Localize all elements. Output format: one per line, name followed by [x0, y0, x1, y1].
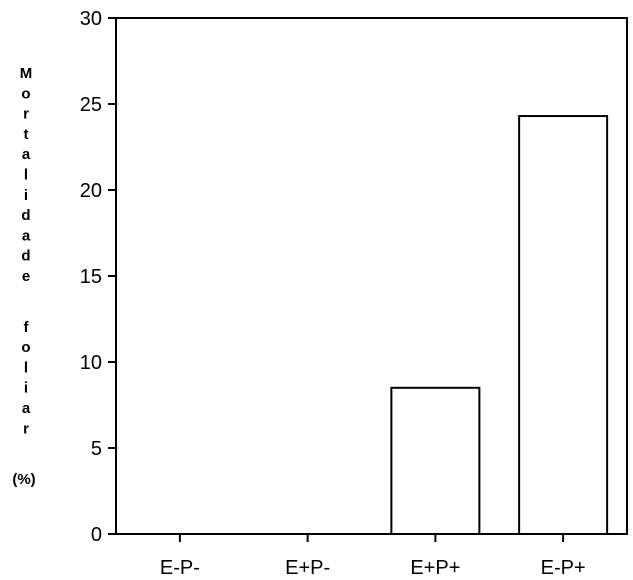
y-axis-title-char: (%): [12, 471, 35, 488]
y-axis-title-char: f: [24, 319, 30, 336]
x-tick-label: E-P-: [160, 557, 200, 579]
x-tick-label: E+P-: [285, 557, 330, 579]
y-axis-title-char: r: [23, 420, 29, 437]
y-axis-title-char: i: [24, 380, 28, 397]
y-tick-label: 5: [91, 438, 102, 460]
y-tick-label: 0: [91, 524, 102, 546]
y-tick-label: 25: [80, 94, 102, 116]
y-tick-label: 15: [80, 266, 102, 288]
y-axis-title-char: o: [21, 339, 30, 356]
y-axis-title-char: r: [23, 106, 29, 123]
y-axis-title-char: t: [24, 126, 29, 143]
bars: [390, 115, 609, 535]
y-axis-title-char: M: [20, 65, 33, 82]
y-axis-title-char: d: [21, 248, 30, 265]
y-axis-title-char: d: [21, 207, 30, 224]
y-axis-title-char: l: [24, 359, 28, 376]
bar-3: [518, 115, 609, 535]
y-axis-title-char: o: [21, 85, 30, 102]
y-axis-title-char: a: [22, 146, 31, 163]
y-axis-title-char: a: [22, 227, 31, 244]
y-axis-title-char: l: [24, 167, 28, 184]
x-tick-label: E-P+: [541, 557, 586, 579]
y-tick-label: 10: [80, 352, 102, 374]
x-axis-ticks: E-P- E+P- E+P+ E-P+: [160, 534, 586, 579]
bar-2: [390, 386, 481, 535]
y-axis-title-char: e: [22, 268, 30, 285]
x-tick-label: E+P+: [410, 557, 460, 579]
plot-frame: [115, 17, 628, 535]
y-tick-label: 30: [80, 8, 102, 30]
y-axis-title-char: a: [22, 400, 31, 417]
y-axis-ticks: 0 5 10 15 20 25 30: [80, 8, 116, 546]
y-tick-label: 20: [80, 180, 102, 202]
y-axis-title-char: i: [24, 187, 28, 204]
